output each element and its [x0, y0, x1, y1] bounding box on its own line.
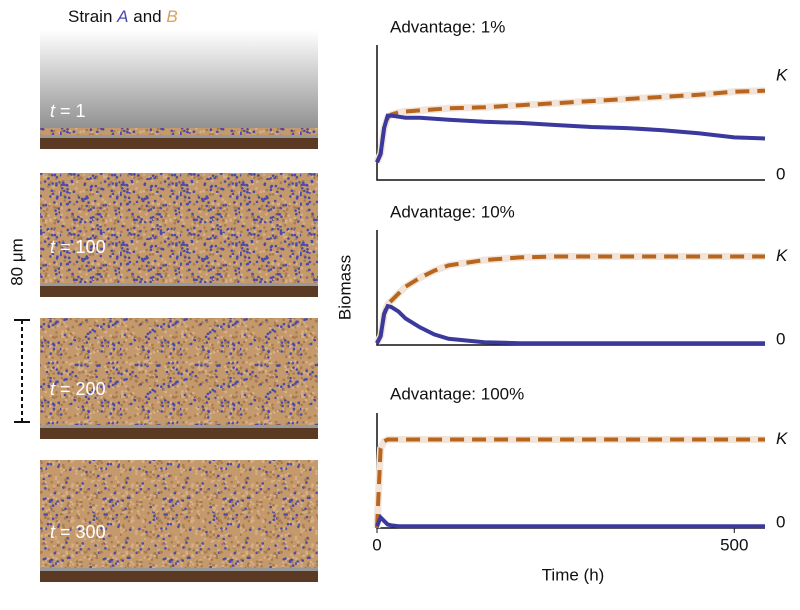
substrate: [40, 571, 318, 582]
substrate: [40, 283, 318, 286]
time-label: t = 1: [50, 101, 86, 121]
substrate: [40, 425, 318, 428]
substrate: [40, 568, 318, 571]
snapshot: [40, 173, 318, 283]
snapshot: [40, 30, 318, 135]
y-tick-label: 0: [776, 329, 785, 348]
substrate: [40, 428, 318, 439]
series-line: [375, 113, 766, 164]
scale-label: 80 μm: [7, 238, 26, 286]
substrate: [40, 135, 318, 138]
x-tick-label: 500: [720, 535, 748, 554]
chart-title: Advantage: 1%: [390, 17, 505, 36]
scale-bar: 80 μm: [7, 238, 30, 423]
chart-title: Advantage: 10%: [390, 202, 515, 221]
biofilm-layer: [40, 128, 318, 135]
time-label: t = 100: [50, 237, 106, 257]
y-tick-label: 0: [776, 512, 785, 531]
chart-title: Advantage: 100%: [390, 384, 524, 403]
snapshot: [40, 318, 318, 425]
substrate: [40, 286, 318, 297]
snapshot: [40, 460, 318, 568]
axes: [376, 230, 765, 346]
x-tick-label: 0: [372, 535, 381, 554]
series-line: [375, 254, 765, 345]
axes: [376, 413, 765, 529]
y-tick-label: K: [776, 429, 788, 448]
series-line: [375, 437, 765, 529]
series-line: [375, 513, 765, 529]
y-axis-label: Biomass: [335, 255, 354, 320]
axes: [376, 45, 765, 181]
time-label: t = 200: [50, 379, 106, 399]
y-tick-label: K: [776, 66, 788, 85]
x-axis-label: Time (h): [542, 565, 605, 584]
time-label: t = 300: [50, 522, 106, 542]
substrate: [40, 138, 318, 149]
y-tick-label: K: [776, 246, 788, 265]
series-line: [375, 303, 765, 346]
y-tick-label: 0: [776, 164, 785, 183]
snapshot-title: Strain A and B: [68, 7, 178, 26]
